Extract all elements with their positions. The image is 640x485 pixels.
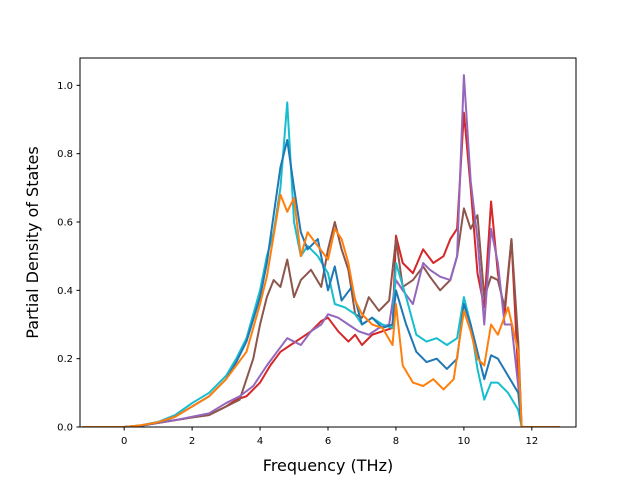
- y-tick-label: 0.6: [57, 218, 73, 229]
- x-tick-label: 12: [525, 436, 538, 447]
- y-axis-ticks: 0.0 0.2 0.4 0.6 0.8 1.0: [57, 81, 80, 434]
- x-axis-label: Frequency (THz): [263, 456, 393, 475]
- y-tick-label: 0.4: [57, 286, 73, 297]
- x-tick-label: 4: [257, 436, 263, 447]
- x-tick-label: 6: [325, 436, 331, 447]
- y-tick-label: 1.0: [57, 81, 73, 92]
- x-axis-ticks: 0 2 4 6 8 10 12: [121, 427, 538, 447]
- series-layer: [82, 74, 561, 427]
- series-line-3: [82, 74, 561, 427]
- x-tick-label: 2: [189, 436, 195, 447]
- x-tick-label: 8: [393, 436, 399, 447]
- x-tick-label: 0: [121, 436, 127, 447]
- series-line-6: [82, 193, 561, 427]
- series-line-4: [82, 101, 561, 427]
- y-tick-label: 0.2: [57, 354, 73, 365]
- y-tick-label: 0.8: [57, 149, 73, 160]
- y-tick-label: 0.0: [57, 423, 73, 434]
- x-tick-label: 10: [458, 436, 471, 447]
- y-axis-label: Partial Density of States: [23, 146, 42, 338]
